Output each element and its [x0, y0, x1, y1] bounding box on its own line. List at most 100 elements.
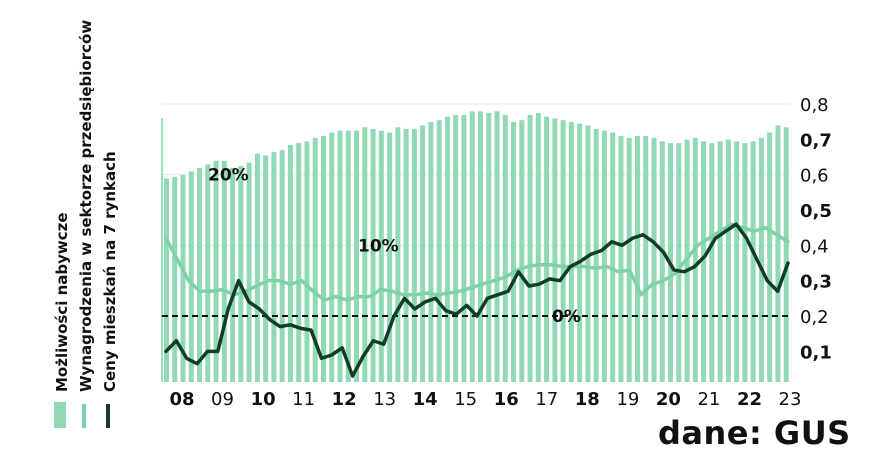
bar [271, 151, 277, 382]
bar [246, 162, 252, 382]
bar [783, 127, 789, 382]
bar [535, 113, 541, 382]
bar [725, 139, 731, 382]
bar [205, 164, 211, 382]
bar [263, 155, 269, 382]
bar [560, 120, 566, 383]
x-tick-label: 22 [737, 389, 762, 410]
legend-label: Możliwości nabywcze [53, 212, 71, 392]
bar [428, 121, 434, 383]
inner-percent-labels: 20% 10% 0% [208, 166, 581, 327]
x-tick-label: 20 [656, 389, 681, 410]
bar [420, 125, 426, 382]
x-tick-label: 12 [332, 389, 357, 410]
x-tick-label: 23 [779, 389, 802, 410]
bar [643, 136, 649, 382]
x-tick-label: 11 [292, 389, 315, 410]
bar [577, 123, 583, 382]
bar [519, 120, 525, 383]
bar [411, 129, 417, 382]
legend-item-wages: Wynagrodzenia w sektorze przedsiębiorców [77, 20, 95, 428]
x-tick-label: 10 [251, 389, 276, 410]
bar [742, 143, 748, 382]
line-wages [164, 222, 790, 302]
bar [436, 120, 442, 383]
bar [478, 111, 483, 382]
legend-label: Ceny mieszkań na 7 rynkach [101, 151, 119, 392]
y-tick-label: 0,3 [800, 272, 832, 293]
source-label: dane: GUS [658, 414, 851, 452]
bar [378, 130, 384, 382]
bar [453, 114, 459, 383]
bar [287, 144, 293, 382]
bar [238, 166, 244, 382]
bar [213, 160, 219, 382]
bar [486, 113, 492, 382]
bar [354, 130, 360, 382]
bar [775, 125, 781, 382]
bar [221, 160, 227, 382]
x-tick-label: 16 [494, 389, 519, 410]
x-tick-label: 09 [211, 389, 234, 410]
bar [312, 137, 318, 382]
y-tick-label: 0,6 [800, 166, 829, 187]
bar [304, 141, 310, 382]
bar [651, 137, 657, 382]
bar [601, 130, 607, 382]
bar [403, 129, 409, 382]
bar [461, 114, 467, 383]
bar [511, 121, 517, 383]
bar [750, 141, 756, 382]
bar [296, 143, 302, 382]
legend-item-bars: Możliwości nabywcze [53, 212, 71, 428]
bar [618, 136, 624, 382]
y-tick-label: 0,8 [800, 95, 829, 116]
x-tick-label: 19 [616, 389, 639, 410]
legend: Możliwości nabywcze Wynagrodzenia w sekto… [53, 20, 119, 428]
x-tick-label: 13 [373, 389, 396, 410]
x-tick-label: 17 [535, 389, 558, 410]
x-tick-label: 08 [169, 389, 194, 410]
bar [717, 141, 723, 382]
legend-label: Wynagrodzenia w sektorze przedsiębiorców [77, 20, 95, 392]
bar [279, 150, 285, 382]
x-axis: 08 09 10 11 12 13 14 15 16 17 18 19 20 21 22 23 [169, 389, 801, 410]
bar [552, 118, 558, 383]
bar [544, 116, 550, 382]
bar [469, 111, 475, 382]
bar [329, 132, 335, 382]
bar [164, 178, 169, 382]
bar [676, 143, 682, 382]
inner-label-20pct: 20% [208, 166, 249, 186]
bar [172, 176, 178, 382]
inner-label-0pct: 0% [552, 307, 581, 327]
line-prices [164, 222, 790, 378]
bar [568, 121, 574, 383]
y-tick-label: 0,7 [800, 130, 832, 151]
bar [197, 167, 203, 382]
bar [734, 141, 740, 382]
y-tick-label: 0,2 [800, 307, 829, 328]
bar [659, 141, 665, 382]
inner-label-10pct: 10% [358, 236, 399, 256]
legend-marker-bar [54, 402, 66, 428]
bar [626, 137, 632, 382]
bar [321, 136, 326, 382]
bar [527, 114, 533, 383]
bar [701, 141, 707, 382]
bar [362, 127, 368, 382]
bar [444, 116, 450, 382]
bar [370, 129, 376, 382]
x-tick-label: 14 [413, 389, 438, 410]
bar [692, 137, 698, 382]
y-tick-label: 0,4 [800, 236, 829, 257]
bar [230, 167, 236, 382]
legend-item-prices: Ceny mieszkań na 7 rynkach [101, 151, 119, 428]
bar [254, 153, 260, 382]
x-tick-label: 18 [575, 389, 600, 410]
bar [585, 125, 591, 382]
bar [502, 114, 508, 383]
x-tick-label: 15 [454, 389, 477, 410]
bar [610, 132, 616, 382]
